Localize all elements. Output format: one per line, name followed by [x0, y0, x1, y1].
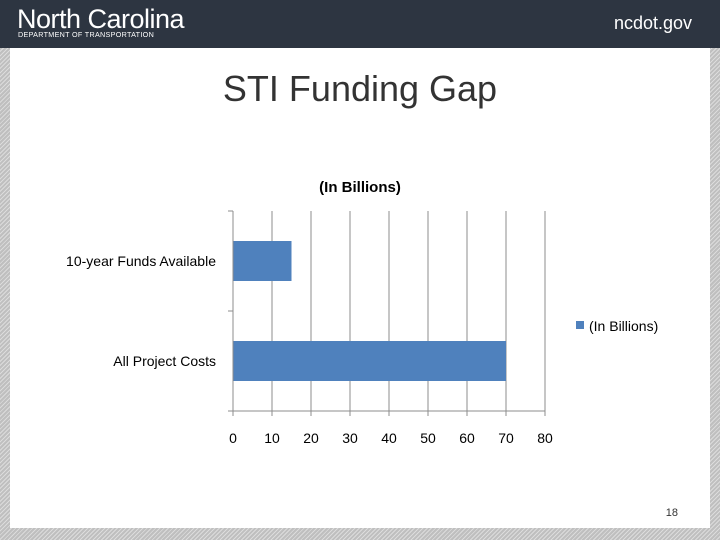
- bar: [233, 241, 292, 281]
- x-tick-label: 10: [264, 430, 280, 446]
- x-tick-label: 80: [537, 430, 553, 446]
- slide-title: STI Funding Gap: [222, 68, 498, 109]
- chart-title: (In Billions): [319, 179, 401, 196]
- bars: [233, 241, 506, 381]
- category-label: 10-year Funds Available: [66, 253, 216, 269]
- x-tick-label: 50: [420, 430, 436, 446]
- x-tick-label: 0: [229, 430, 237, 446]
- category-label: All Project Costs: [113, 353, 216, 369]
- brand-name: North Carolina: [17, 4, 185, 34]
- x-tick-label: 60: [459, 430, 475, 446]
- page-number: 18: [665, 507, 678, 519]
- x-tick-label: 70: [498, 430, 514, 446]
- x-tick-label: 20: [303, 430, 319, 446]
- slide-panel: [10, 48, 710, 528]
- header-bar: North Carolina DEPARTMENT OF TRANSPORTAT…: [0, 0, 720, 48]
- brand-subtitle: DEPARTMENT OF TRANSPORTATION: [18, 30, 155, 39]
- x-tick-label: 40: [381, 430, 397, 446]
- legend-label: (In Billions): [589, 318, 658, 334]
- legend: (In Billions): [576, 318, 658, 334]
- x-tick-label: 30: [342, 430, 358, 446]
- legend-swatch: [576, 321, 584, 329]
- category-labels: 10-year Funds Available All Project Costs: [66, 253, 216, 369]
- x-tick-labels: 0 10 20 30 40 50 60 70 80: [229, 430, 553, 446]
- bar: [233, 341, 506, 381]
- site-url: ncdot.gov: [613, 13, 692, 33]
- axes: [228, 210, 546, 416]
